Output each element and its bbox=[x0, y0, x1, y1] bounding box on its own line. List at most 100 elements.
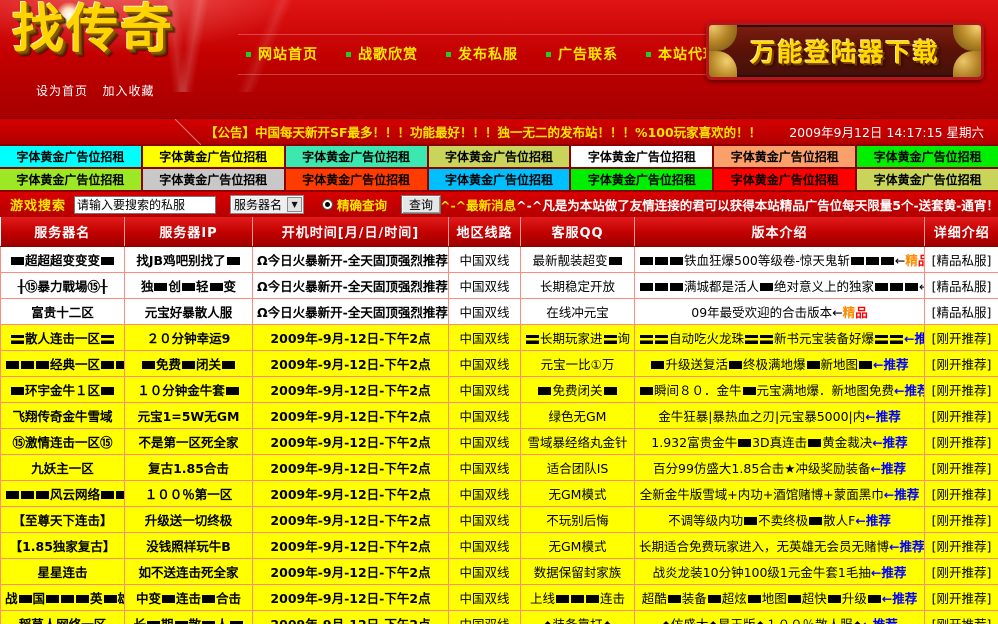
cell-server-ip: 元宝1=5W无GM bbox=[124, 401, 253, 429]
table-row[interactable]: 散人连击一区 ２０分钟幸运9 2009年-9月-12日-下午2点 中国双线 长期玩家进询… bbox=[0, 323, 998, 351]
nav-item-battle-songs[interactable]: 战歌欣赏 bbox=[346, 44, 418, 64]
cell-detail-intro[interactable]: [精品私服] bbox=[924, 271, 998, 299]
ad-slot-5[interactable]: 字体黄金广告位招租 bbox=[571, 146, 713, 167]
col-header-open-time[interactable]: 开机时间[月/日/时间] bbox=[252, 217, 449, 247]
ad-slot-11[interactable]: 字体黄金广告位招租 bbox=[428, 169, 570, 190]
col-header-detail-intro[interactable]: 详细介绍 bbox=[924, 217, 998, 247]
download-banner-button[interactable]: 万能登陆器下载 bbox=[706, 22, 984, 80]
nav-label: 本站代理 bbox=[658, 47, 718, 63]
ad-slot-10[interactable]: 字体黄金广告位招租 bbox=[285, 169, 427, 190]
cell-detail-intro[interactable]: [刚开推荐] bbox=[924, 609, 998, 624]
cell-version-intro: 金牛狂暴|暴热血之刃|元宝暴5000|内←推荐 bbox=[634, 401, 925, 429]
block-glyph-icon bbox=[174, 620, 188, 624]
table-row[interactable]: 【1.85独家复古】 没钱照样玩牛B 2009年-9月-12日-下午2点 中国双线 无G… bbox=[0, 531, 998, 559]
ad-slot-6[interactable]: 字体黄金广告位招租 bbox=[714, 146, 856, 167]
cell-detail-intro[interactable]: [刚开推荐] bbox=[924, 531, 998, 559]
cell-detail-intro[interactable]: [刚开推荐] bbox=[924, 557, 998, 585]
search-scope-select[interactable]: 服务器名 ▼ bbox=[230, 195, 305, 214]
block-glyph-icon bbox=[640, 283, 653, 291]
table-row[interactable]: 富贵十二区 元宝好暴散人服 Ω今日火暴新开-全天固顶强烈推荐Ω 中国双线 在线冲元宝 09… bbox=[0, 297, 998, 325]
col-header-region-line[interactable]: 地区线路 bbox=[448, 217, 521, 247]
table-row[interactable]: 超超超变变变 找JB鸡吧别找了 Ω今日火暴新开-全天固顶强烈推荐Ω 中国双线 最新靓装超… bbox=[0, 245, 998, 273]
block-glyph-icon bbox=[787, 595, 801, 603]
cell-service-qq: 无GM模式 bbox=[520, 531, 635, 559]
ad-slot-2[interactable]: 字体黄金广告位招租 bbox=[142, 146, 284, 167]
block-glyph-icon bbox=[209, 283, 223, 291]
table-row[interactable]: 风云网络 １００％第一区 2009年-9月-12日-下午2点 中国双线 无GM模式 全新金… bbox=[0, 479, 998, 507]
table-row[interactable]: ⑮激情连击一区⑮ 不是第一区死全家 2009年-9月-12日-下午2点 中国双线 雪域暴… bbox=[0, 427, 998, 455]
site-logo[interactable]: 找传奇 bbox=[12, 0, 175, 60]
cell-region-line: 中国双线 bbox=[448, 531, 521, 559]
block-glyph-icon bbox=[880, 257, 894, 265]
nav-item-agent[interactable]: 本站代理 bbox=[646, 44, 718, 64]
cell-detail-intro[interactable]: [刚开推荐] bbox=[924, 479, 998, 507]
nav-item-publish-server[interactable]: 发布私服 bbox=[446, 44, 518, 64]
table-row[interactable]: 星星连击 如不送连击死全家 2009年-9月-12日-下午2点 中国双线 数据保留封家族… bbox=[0, 557, 998, 585]
table-header-row: 服务器名 服务器IP 开机时间[月/日/时间] 地区线路 客服QQ 版本介绍 详… bbox=[0, 217, 998, 247]
cell-detail-intro[interactable]: [精品私服] bbox=[924, 245, 998, 273]
cell-detail-intro[interactable]: [刚开推荐] bbox=[924, 323, 998, 351]
cell-service-qq: 上线 连击 bbox=[520, 583, 635, 611]
block-glyph-icon bbox=[18, 595, 32, 603]
cell-server-name: 经典一区 bbox=[0, 349, 125, 377]
table-row[interactable]: 稻草人网络一区长期散人 2009年-9月-12日-下午2点 中国双线 ◆装备靠打◆ ◆仿… bbox=[0, 609, 998, 624]
col-header-version-intro[interactable]: 版本介绍 bbox=[634, 217, 925, 247]
bullet-icon bbox=[346, 51, 351, 57]
cell-detail-intro[interactable]: [刚开推荐] bbox=[924, 453, 998, 481]
cell-open-time: 2009年-9月-12日-下午2点 bbox=[252, 557, 449, 585]
block-glyph-icon bbox=[859, 361, 873, 369]
table-row[interactable]: 环宇金牛１区 １０分钟金牛套 2009年-9月-12日-下午2点 中国双线 免费闭关 瞬间… bbox=[0, 375, 998, 403]
cell-server-name: 散人连击一区 bbox=[0, 323, 125, 351]
news-marquee: ^-^最新消息^-^凡是为本站做了友情连接的君可以获得本站精品广告位每天限量5个… bbox=[440, 195, 998, 214]
block-glyph-icon bbox=[608, 257, 622, 265]
bullet-icon bbox=[646, 51, 651, 57]
cell-detail-intro[interactable]: [刚开推荐] bbox=[924, 583, 998, 611]
server-list-container: 服务器名 服务器IP 开机时间[月/日/时间] 地区线路 客服QQ 版本介绍 详… bbox=[0, 217, 998, 624]
table-row[interactable]: 飞翔传奇金牛雪域 元宝1=5W无GM 2009年-9月-12日-下午2点 中国双线 绿色… bbox=[0, 401, 998, 429]
ad-slot-8[interactable]: 字体黄金广告位招租 bbox=[0, 169, 141, 190]
cell-detail-intro[interactable]: [刚开推荐] bbox=[924, 505, 998, 533]
ad-slot-9[interactable]: 字体黄金广告位招租 bbox=[142, 169, 284, 190]
ad-slot-4[interactable]: 字体黄金广告位招租 bbox=[428, 146, 570, 167]
table-row[interactable]: 战国英雄中变连击合击2009年-9月-12日-下午2点中国双线上线连击超酷装备超… bbox=[0, 583, 998, 611]
nav-item-home[interactable]: 网站首页 bbox=[246, 44, 318, 64]
block-glyph-icon bbox=[760, 334, 774, 344]
bullet-icon bbox=[446, 51, 451, 57]
cell-service-qq: 元宝一比①万 bbox=[520, 349, 635, 377]
col-header-service-qq[interactable]: 客服QQ bbox=[520, 217, 635, 247]
cell-detail-intro[interactable]: [刚开推荐] bbox=[924, 427, 998, 455]
set-homepage-link[interactable]: 设为首页 bbox=[36, 84, 89, 98]
col-header-server-ip[interactable]: 服务器IP bbox=[124, 217, 253, 247]
ad-slot-1[interactable]: 字体黄金广告位招租 bbox=[0, 146, 141, 167]
cell-server-name: ╂⑮暴力戰場⑮╂ bbox=[0, 271, 125, 299]
table-row[interactable]: ╂⑮暴力戰場⑮╂ 独创轻变 Ω今日火暴新开-全天固顶强烈推荐Ω 中国双线 长期稳定开放满… bbox=[0, 271, 998, 299]
nav-item-ad-contact[interactable]: 广告联系 bbox=[546, 44, 618, 64]
cell-detail-intro[interactable]: [刚开推荐] bbox=[924, 375, 998, 403]
block-glyph-icon bbox=[101, 257, 114, 265]
block-glyph-icon bbox=[101, 361, 115, 369]
block-glyph-icon bbox=[182, 361, 195, 369]
cell-detail-intro[interactable]: [刚开推荐] bbox=[924, 349, 998, 377]
ad-slot-7[interactable]: 字体黄金广告位招租 bbox=[857, 146, 998, 167]
cell-region-line: 中国双线 bbox=[448, 401, 521, 429]
cell-open-time: 2009年-9月-12日-下午2点 bbox=[252, 479, 449, 507]
server-list-body: 超超超变变变 找JB鸡吧别找了 Ω今日火暴新开-全天固顶强烈推荐Ω 中国双线 最新靓装超… bbox=[0, 245, 998, 624]
cell-detail-intro[interactable]: [精品私服] bbox=[924, 297, 998, 325]
ad-slot-14[interactable]: 字体黄金广告位招租 bbox=[857, 169, 998, 190]
exact-search-radio[interactable]: 精确查询 bbox=[322, 195, 387, 214]
table-row[interactable]: 九妖主一区 复古1.85合击 2009年-9月-12日-下午2点 中国双线 适合团队IS… bbox=[0, 453, 998, 481]
ad-slot-3[interactable]: 字体黄金广告位招租 bbox=[285, 146, 427, 167]
cell-open-time: 2009年-9月-12日-下午2点 bbox=[252, 375, 449, 403]
block-glyph-icon bbox=[116, 491, 124, 499]
table-row[interactable]: 经典一区 免费 闭关 2009年-9月-12日-下午2点 中国双线 元宝一比①万 升级送复活… bbox=[0, 349, 998, 377]
ad-slot-13[interactable]: 字体黄金广告位招租 bbox=[714, 169, 856, 190]
search-submit-button[interactable]: 查询 bbox=[401, 195, 442, 214]
cell-detail-intro[interactable]: [刚开推荐] bbox=[924, 401, 998, 429]
search-input[interactable] bbox=[74, 195, 217, 214]
add-favorite-link[interactable]: 加入收藏 bbox=[102, 84, 155, 98]
col-header-server-name[interactable]: 服务器名 bbox=[0, 217, 125, 247]
ad-slot-12[interactable]: 字体黄金广告位招租 bbox=[571, 169, 713, 190]
block-glyph-icon bbox=[182, 283, 195, 291]
table-row[interactable]: 【至尊天下连击】 升级送一切终极 2009年-9月-12日-下午2点 中国双线 不玩别后… bbox=[0, 505, 998, 533]
bullet-icon bbox=[246, 51, 251, 57]
